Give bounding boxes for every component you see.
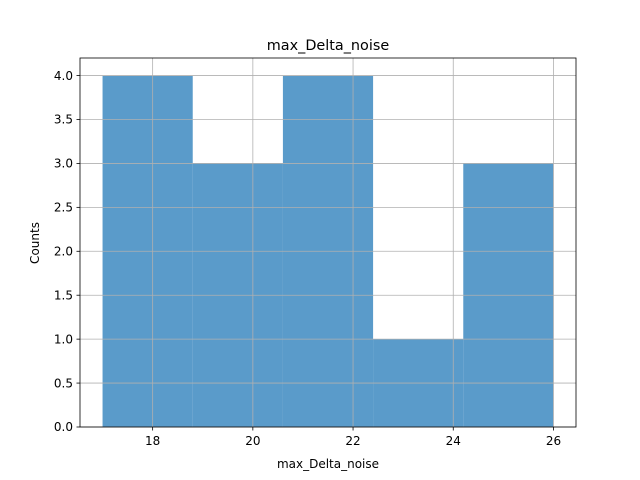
y-axis-title: Counts — [28, 222, 42, 264]
y-tick-label-8: 4.0 — [54, 69, 73, 83]
plot-frame — [79, 57, 577, 428]
x-tick-label-4: 26 — [546, 434, 561, 448]
y-tick-label-7: 3.5 — [54, 113, 73, 127]
chart-title: max_Delta_noise — [267, 38, 390, 54]
x-tick-label-3: 24 — [446, 434, 461, 448]
y-tick-label-1: 0.5 — [54, 376, 73, 390]
y-tick-label-6: 3.0 — [54, 157, 73, 171]
y-tick-label-5: 2.5 — [54, 201, 73, 215]
y-tick-label-0: 0.0 — [54, 420, 73, 434]
y-tick-label-2: 1.0 — [54, 332, 73, 346]
x-tick-label-2: 22 — [345, 434, 360, 448]
y-tick-label-4: 2.0 — [54, 244, 73, 258]
x-axis-title: max_Delta_noise — [277, 457, 379, 471]
x-tick-label-0: 18 — [145, 434, 160, 448]
axes-layer: 18 20 22 24 26 0.0 0.5 1.0 1.5 2.0 2.5 3.0 3.5 4.0 — [54, 57, 577, 448]
x-tick-label-1: 20 — [245, 434, 260, 448]
y-tick-label-3: 1.5 — [54, 288, 73, 302]
